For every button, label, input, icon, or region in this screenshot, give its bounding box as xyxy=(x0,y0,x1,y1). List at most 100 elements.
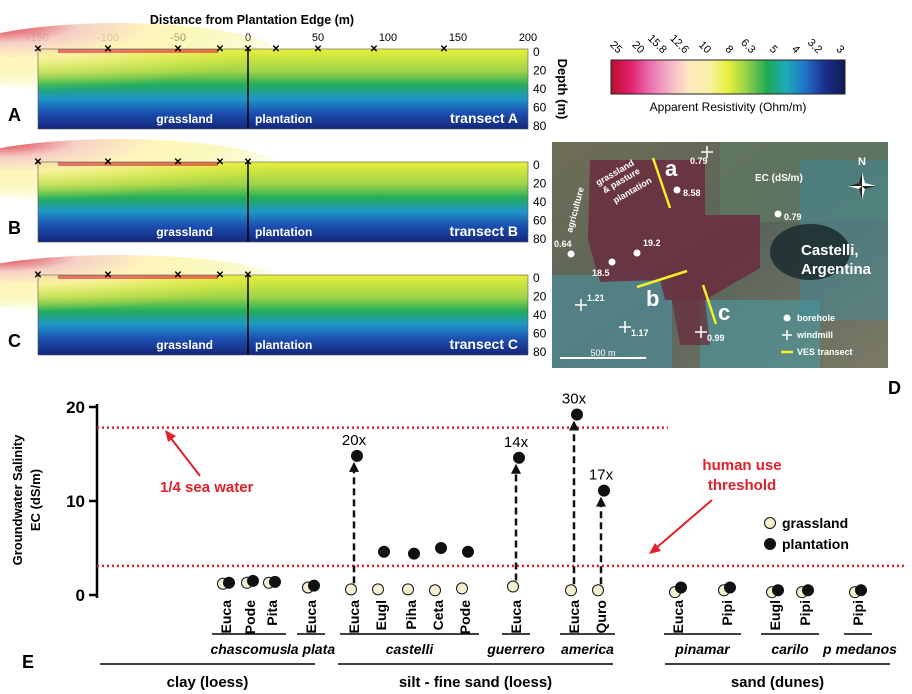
plantation-point xyxy=(772,584,784,597)
x-axis-title: Distance from Plantation Edge (m) xyxy=(150,13,354,27)
increase-arrowhead xyxy=(569,420,579,431)
plantation-point xyxy=(247,574,259,587)
species-label: Ceta xyxy=(430,600,446,631)
lagoon xyxy=(770,224,850,280)
depth-tick-label: 40 xyxy=(533,195,547,209)
plantation-point xyxy=(462,545,474,558)
electrode-marker: ✕ xyxy=(216,157,224,168)
electrode-marker: ✕ xyxy=(104,44,112,55)
species-label: Pode xyxy=(457,600,473,634)
site-label: la plata xyxy=(287,641,335,657)
threshold-label: threshold xyxy=(708,477,776,494)
colorbar-tick-label: 25 xyxy=(607,39,624,56)
multiplier-label: 20x xyxy=(342,432,367,449)
depth-tick-label: 0 xyxy=(533,45,540,59)
map-ec-value: 18.5 xyxy=(592,268,610,278)
distance-tick-label: 50 xyxy=(312,32,324,44)
panel-letter: A xyxy=(8,105,21,125)
increase-arrowhead xyxy=(511,463,521,474)
electrode-marker: ✕ xyxy=(34,157,42,168)
electrode-marker: ✕ xyxy=(244,270,252,281)
map-ec-value: 1.17 xyxy=(631,328,649,338)
increase-arrowhead xyxy=(349,461,359,472)
borehole-marker xyxy=(774,210,782,218)
site-label: chascomus xyxy=(210,641,287,657)
species-label: Euca xyxy=(508,600,524,634)
electrode-marker: ✕ xyxy=(174,270,182,281)
grassland-point xyxy=(429,584,441,597)
resistivity-panel: ✕ ✕ ✕ ✕ ✕ grassland plantation transect B B 0 20 40… xyxy=(0,139,572,246)
panel-red-strip xyxy=(58,162,218,166)
panel-frame xyxy=(37,274,529,356)
species-label: Eugl xyxy=(767,600,783,630)
colorbar-tick-label: 8 xyxy=(723,43,736,56)
site-label: carilo xyxy=(771,641,809,657)
plantation-point xyxy=(378,545,390,558)
threshold-arrow xyxy=(654,499,713,550)
satellite-map: a b c agriculture grassland & pasture pl… xyxy=(552,142,888,368)
north-label: N xyxy=(858,156,866,168)
sea-water-arrow xyxy=(169,436,201,477)
ves-transect-a xyxy=(651,157,672,209)
electrode-marker: ✕ xyxy=(244,157,252,168)
species-label: Quro xyxy=(593,600,609,633)
threshold-arrowhead xyxy=(649,543,661,554)
map-ec-value: 1.21 xyxy=(587,293,605,303)
species-label: Pipi xyxy=(719,600,735,626)
grassland-point xyxy=(592,584,604,597)
panel-red-strip xyxy=(58,49,218,53)
species-label: Euca xyxy=(303,600,319,634)
colorbar-tick-label: 12.6 xyxy=(667,32,691,56)
panel-frame xyxy=(37,161,529,243)
sea-water-label: 1/4 sea water xyxy=(160,479,254,496)
colorbar-tick-label: 5 xyxy=(767,43,780,56)
electrode-marker: ✕ xyxy=(370,44,378,55)
species-label: Eugl xyxy=(373,600,389,630)
depth-tick-label: 60 xyxy=(533,327,547,341)
panel-letter-e: E xyxy=(22,652,34,672)
y-tick-label: 10 xyxy=(66,492,85,511)
map-ec-value: 0.79 xyxy=(690,156,708,166)
plantation-point xyxy=(223,576,235,589)
windmill-icon xyxy=(695,326,707,338)
map-ec-value: 19.2 xyxy=(643,238,661,248)
panel-label-grassland: grassland xyxy=(156,112,213,126)
depth-tick-label: 80 xyxy=(533,232,547,246)
grassland-point xyxy=(402,583,414,596)
species-label: Pode xyxy=(242,600,258,634)
electrode-marker: ✕ xyxy=(272,44,280,55)
legend-label: grassland xyxy=(782,515,848,531)
colorbar-tick-label: 3 xyxy=(834,43,847,56)
salinity-chart: 0 10 20 Groundwater Salinity EC (dS/m) 1/4 se… xyxy=(10,391,905,691)
map-ec-value: 0.64 xyxy=(554,239,572,249)
map-field-teal-2 xyxy=(700,300,820,368)
depth-tick-label: 20 xyxy=(533,64,547,78)
resistivity-panel: ✕ ✕ ✕ ✕ ✕ ✕ ✕ ✕ ✕ grassland plantation transect A A 0… xyxy=(0,23,570,133)
panel-transect-label: transect A xyxy=(450,110,518,126)
plantation-point xyxy=(802,584,814,597)
colorbar-tick-label: 10 xyxy=(696,39,713,56)
transect-b-label: b xyxy=(646,286,659,311)
depth-tick-label: 0 xyxy=(533,158,540,172)
electrode-marker: ✕ xyxy=(174,157,182,168)
colorbar-label: Apparent Resistivity (Ohm/m) xyxy=(650,100,807,114)
depth-tick-label: 60 xyxy=(533,214,547,228)
y-axis-title: Groundwater Salinity xyxy=(10,434,25,566)
electrode-marker: ✕ xyxy=(34,44,42,55)
y-tick-label: 20 xyxy=(66,398,85,417)
increase-arrowhead xyxy=(596,496,606,507)
colorbar-tick-label: 6.3 xyxy=(738,37,757,56)
soil-label: clay (loess) xyxy=(167,674,249,691)
species-label: Euca xyxy=(346,600,362,634)
distance-tick-label: 100 xyxy=(379,32,397,44)
soil-label: silt - fine sand (loess) xyxy=(399,674,552,691)
site-label: america xyxy=(561,641,614,657)
ec-label: EC (dS/m) xyxy=(755,173,803,184)
y-axis-title: EC (dS/m) xyxy=(28,469,43,531)
map-points: 0.79 8.58 0.79 0.64 19.2 18.5 1.21 1.17 0.99 xyxy=(554,146,802,343)
grassland-point xyxy=(456,582,468,595)
plantation-point xyxy=(675,581,687,594)
panel-transect-label: transect C xyxy=(450,336,518,352)
ves-transect-c xyxy=(701,284,718,325)
